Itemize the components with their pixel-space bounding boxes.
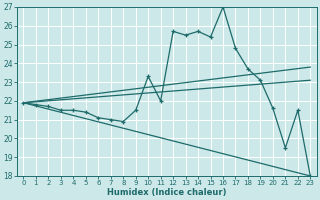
X-axis label: Humidex (Indice chaleur): Humidex (Indice chaleur) [107,188,227,197]
